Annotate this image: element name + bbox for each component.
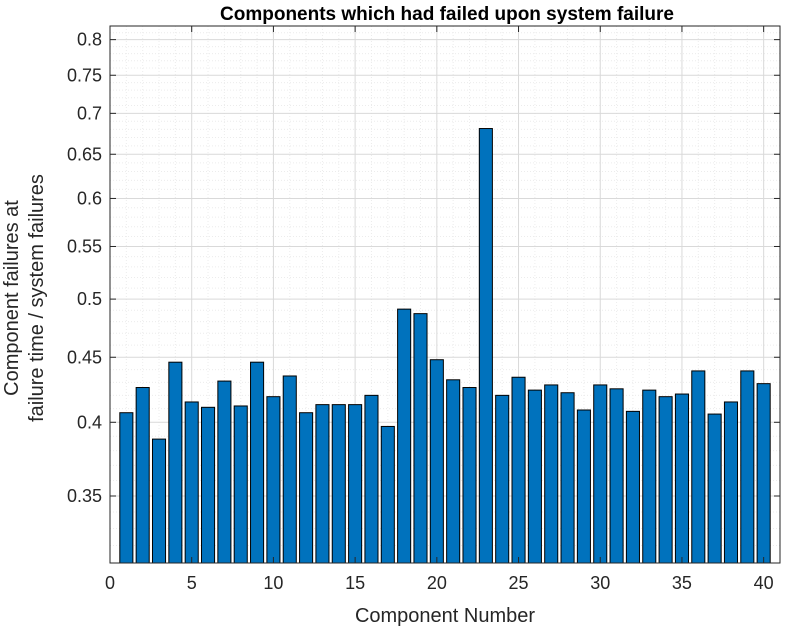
- bar: [478, 128, 493, 564]
- x-tick-label: 5: [187, 573, 197, 593]
- bar: [266, 396, 281, 564]
- x-axis-label: Component Number: [355, 605, 535, 627]
- y-axis-label-line-1: Component failures at: [1, 200, 23, 396]
- bar: [315, 404, 330, 564]
- y-axis: 0.35 0.4 0.45 0.5 0.55 0.6 0.65 0.7 0.75 0.8: [67, 30, 780, 506]
- bar: [135, 387, 150, 564]
- bar: [462, 387, 477, 564]
- bar: [756, 383, 771, 564]
- bar: [691, 370, 706, 564]
- x-axis: 0 5 10 15 20 25 30 35 40: [105, 26, 774, 593]
- bar: [740, 370, 755, 564]
- bar: [625, 410, 640, 564]
- bar: [527, 389, 542, 564]
- y-tick-label: 0.4: [77, 412, 102, 432]
- y-tick-label: 0.65: [67, 144, 102, 164]
- bar: [250, 361, 265, 564]
- bar: [282, 375, 297, 564]
- bar: [151, 438, 167, 564]
- bar: [168, 361, 183, 564]
- y-axis-label: Component failures at failure time / sys…: [1, 174, 48, 422]
- bar: [446, 379, 461, 564]
- bar: [609, 388, 624, 564]
- x-tick-label: 25: [509, 573, 529, 593]
- x-tick-label: 0: [105, 573, 115, 593]
- y-tick-label: 0.45: [67, 347, 102, 367]
- y-tick-label: 0.6: [77, 188, 102, 208]
- bar: [299, 412, 314, 564]
- y-tick-label: 0.55: [67, 236, 102, 256]
- bar: [217, 380, 232, 564]
- x-tick-label: 40: [754, 573, 774, 593]
- x-tick-label: 20: [427, 573, 447, 593]
- x-tick-label: 15: [345, 573, 365, 593]
- bar: [201, 406, 216, 564]
- y-tick-label: 0.75: [67, 65, 102, 85]
- bar: [495, 394, 510, 564]
- bar: [707, 413, 722, 564]
- bar: [119, 412, 134, 564]
- chart-title: Components which had failed upon system …: [220, 4, 674, 25]
- y-tick-label: 0.7: [77, 103, 102, 123]
- bars: [119, 128, 771, 564]
- bar: [413, 313, 428, 564]
- bar: [348, 404, 363, 564]
- x-tick-label: 30: [590, 573, 610, 593]
- axes-box: [109, 25, 781, 564]
- bar: [397, 308, 412, 564]
- bar: [560, 392, 575, 564]
- bar: [674, 393, 689, 564]
- bar: [593, 384, 608, 564]
- bar: [658, 396, 673, 564]
- y-tick-label: 0.8: [77, 30, 102, 50]
- bar: [184, 401, 199, 564]
- bar: [723, 401, 739, 564]
- bar: [233, 405, 248, 564]
- y-tick-label: 0.35: [67, 486, 102, 506]
- bar: [642, 389, 657, 564]
- x-tick-label: 10: [263, 573, 283, 593]
- x-tick-label: 35: [672, 573, 692, 593]
- bar: [429, 359, 444, 564]
- bar: [544, 384, 559, 564]
- bar: [380, 425, 395, 564]
- bar: [576, 409, 591, 564]
- y-axis-label-line-2: failure time / system failures: [26, 174, 48, 422]
- y-tick-label: 0.5: [77, 289, 102, 309]
- bar: [511, 376, 526, 564]
- bar: [364, 394, 379, 564]
- bar: [331, 404, 346, 564]
